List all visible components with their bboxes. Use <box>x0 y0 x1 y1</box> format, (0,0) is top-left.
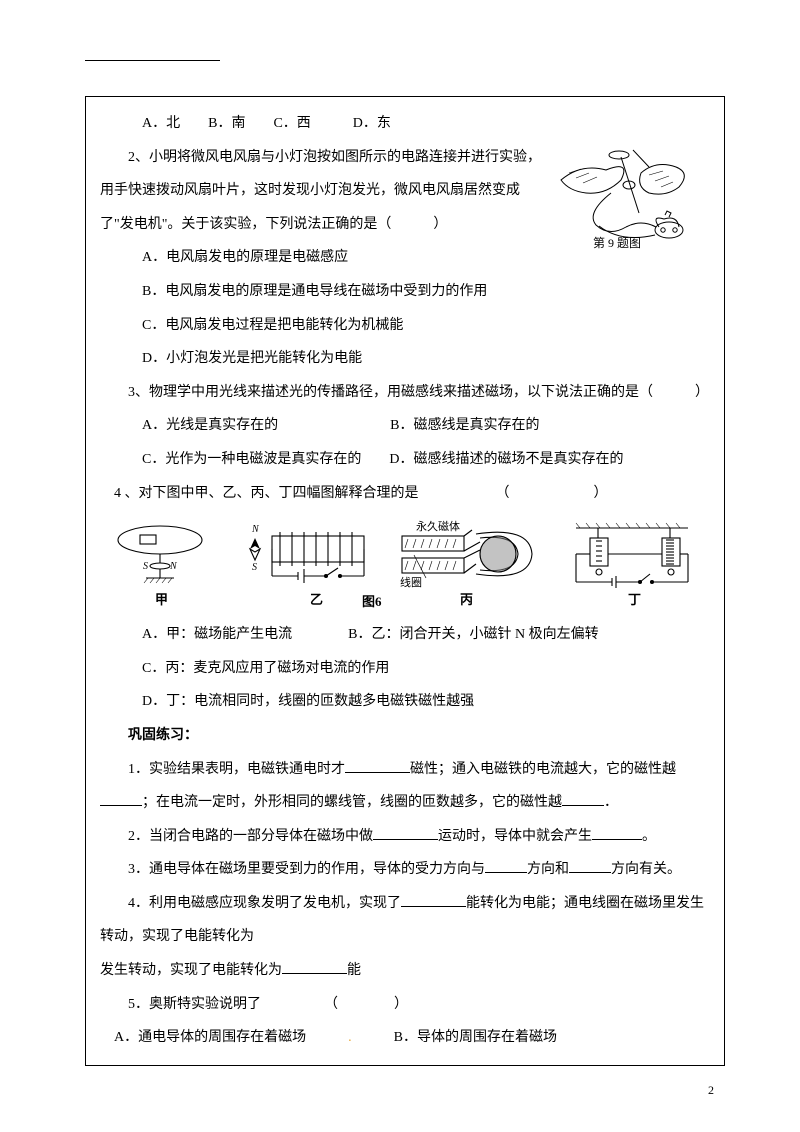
p2-a: 2．当闭合电路的一部分导体在磁场中做 <box>128 829 373 844</box>
fan-figure-caption: 第 9 题图 <box>593 229 641 258</box>
q3-a: A．光线是真实存在的 <box>142 418 278 433</box>
q3-b: B．磁感线是真实存在的 <box>390 418 539 433</box>
practice-1: 1．实验结果表明，电磁铁通电时才 磁性；通入电磁铁的电流越大，它的磁性越 <box>100 753 710 787</box>
page-number: 2 <box>708 1083 714 1098</box>
p1-c: ；在电流一定时，外形相同的螺线管，线圈的匝数越多，它的磁性越 <box>142 795 562 810</box>
blank <box>485 859 527 873</box>
content-frame: A．北 B．南 C．西 D．东 <box>85 96 725 1066</box>
practice-4: 4．利用电磁感应现象发明了发电机，实现了能转化为电能；通电线圈在磁场里发生转动，… <box>100 887 710 954</box>
svg-text:S: S <box>143 561 148 572</box>
p4-c: 能 <box>347 963 361 978</box>
p2-c: 。 <box>642 829 656 844</box>
svg-text:S: S <box>252 562 257 573</box>
svg-text:线圈: 线圈 <box>400 575 422 589</box>
p3-b: 方向和 <box>527 862 569 877</box>
svg-text:乙: 乙 <box>310 592 323 607</box>
q2-c: C．电风扇发电过程是把电能转化为机械能 <box>100 309 710 343</box>
svg-text:N: N <box>169 561 178 572</box>
p1-d: ． <box>604 795 618 810</box>
q4-figure-row: N S 甲 N S 乙 图6 永久磁体 <box>100 516 710 612</box>
practice-2: 2．当闭合电路的一部分导体在磁场中做 运动时，导体中就会产生 。 <box>100 820 710 854</box>
practice-4-b: 发生转动，实现了电能转化为能 <box>100 954 710 988</box>
q3-c: C．光作为一种电磁波是真实存在的 <box>142 452 361 467</box>
q4-d: D．丁：电流相同时，线圈的匝数越多电磁铁磁性越强 <box>100 685 710 719</box>
p3-a: 3．通电导体在磁场里要受到力的作用，导体的受力方向与 <box>128 862 485 877</box>
q4-a: A．甲：磁场能产生电流 <box>142 627 292 642</box>
q3-row1: A．光线是真实存在的 B．磁感线是真实存在的 <box>100 409 710 443</box>
blank <box>401 893 466 907</box>
blank <box>569 859 611 873</box>
p4-a: 4．利用电磁感应现象发明了发电机，实现了 <box>128 896 401 911</box>
p1-b: 磁性；通入电磁铁的电流越大，它的磁性越 <box>410 762 676 777</box>
q2-b: B．电风扇发电的原理是通电导线在磁场中受到力的作用 <box>100 275 710 309</box>
q1-choices: A．北 B．南 C．西 D．东 <box>100 107 710 141</box>
section-header: 巩固练习： <box>100 719 710 753</box>
q4-c: C．丙：麦克风应用了磁场对电流的作用 <box>100 652 710 686</box>
practice-1-b: ；在电流一定时，外形相同的螺线管，线圈的匝数越多，它的磁性越 ． <box>100 786 710 820</box>
header-rule <box>85 60 220 61</box>
blank <box>562 792 604 806</box>
p3-c: 方向有关。 <box>611 862 681 877</box>
q4-row1: A．甲：磁场能产生电流 B．乙：闭合开关，小磁针 N 极向左偏转 <box>100 618 710 652</box>
blank <box>345 759 410 773</box>
practice-3: 3．通电导体在磁场里要受到力的作用，导体的受力方向与 方向和 方向有关。 <box>100 853 710 887</box>
svg-text:甲: 甲 <box>155 592 168 607</box>
p2-b: 运动时，导体中就会产生 <box>438 829 592 844</box>
p5-b: B．导体的周围存在着磁场 <box>394 1030 557 1045</box>
svg-text:N: N <box>251 524 260 535</box>
practice-5-row: A．通电导体的周围存在着磁场 . B．导体的周围存在着磁场 <box>100 1021 710 1055</box>
q2-d: D．小灯泡发光是把光能转化为电能 <box>100 342 710 376</box>
q4-stem: 4 、对下图中甲、乙、丙、丁四幅图解释合理的是 （ ） <box>100 477 710 511</box>
practice-5-stem: 5．奥斯特实验说明了 （ ） <box>100 988 710 1022</box>
svg-text:永久磁体: 永久磁体 <box>416 519 460 533</box>
svg-text:丁: 丁 <box>628 592 641 607</box>
fan-figure: 第 9 题图 <box>551 145 706 260</box>
q3-stem: 3、物理学中用光线来描述光的传播路径，用磁感线来描述磁场，以下说法正确的是（ ） <box>100 376 710 410</box>
blank <box>282 960 347 974</box>
svg-text:图6: 图6 <box>362 594 382 609</box>
p5-a: A．通电导体的周围存在着磁场 <box>114 1030 306 1045</box>
q3-d: D．磁感线描述的磁场不是真实存在的 <box>389 452 623 467</box>
p1-a: 1．实验结果表明，电磁铁通电时才 <box>128 762 345 777</box>
q3-row2: C．光作为一种电磁波是真实存在的 D．磁感线描述的磁场不是真实存在的 <box>100 443 710 477</box>
blank <box>592 826 642 840</box>
blank <box>373 826 438 840</box>
blank <box>100 792 142 806</box>
q4-b: B．乙：闭合开关，小磁针 N 极向左偏转 <box>348 627 598 642</box>
svg-text:丙: 丙 <box>460 592 473 607</box>
